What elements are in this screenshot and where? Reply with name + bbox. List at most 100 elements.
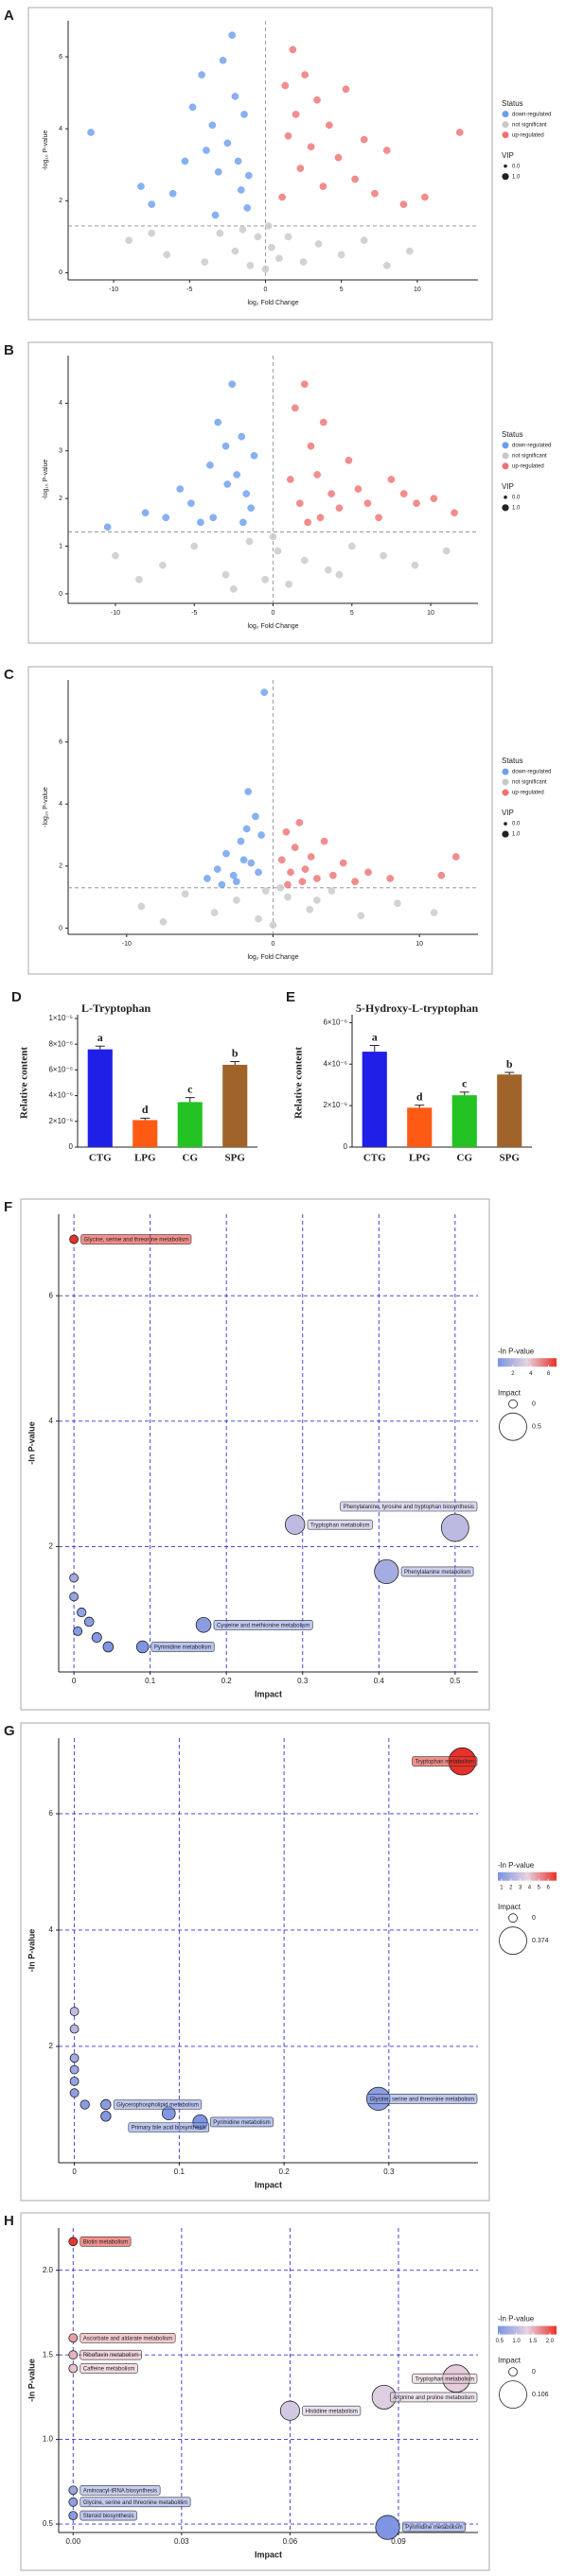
size-label: 0.374 [532, 1938, 549, 1944]
colorbar [498, 1871, 557, 1881]
point [213, 865, 221, 873]
colorbar-tick-label: 2 [511, 1371, 515, 1377]
point [382, 147, 391, 154]
significance-letter: a [372, 1030, 378, 1043]
label-box [412, 2373, 478, 2384]
y-axis-label: Relative content [293, 1047, 305, 1119]
label-box [340, 1501, 478, 1512]
legend-title: Status [502, 757, 523, 765]
bubble [77, 1607, 87, 1618]
point [399, 490, 408, 497]
bubble [195, 1616, 212, 1633]
legend-swatch [502, 778, 509, 786]
y-tick-label: 4 [49, 1417, 54, 1425]
point [238, 432, 245, 441]
point [141, 509, 150, 517]
pathway-label: Glycine, serine and threonine metabolism [370, 2097, 474, 2102]
point [233, 896, 240, 904]
pathway-label: Cysteine and methionine metabolism [217, 1623, 310, 1628]
bubble [68, 2511, 79, 2521]
x-tick-label: 0.3 [297, 1677, 309, 1685]
point [354, 485, 363, 493]
point [296, 165, 305, 172]
point [375, 513, 382, 522]
point [137, 183, 145, 190]
y-tick-label: 0 [59, 591, 62, 598]
point [299, 258, 308, 266]
pathway-label: Biotin metabolism [83, 2239, 128, 2245]
legend-swatch [502, 121, 509, 129]
size-label: 0.106 [532, 2392, 549, 2398]
point [243, 204, 252, 212]
point [242, 825, 251, 833]
pathway-label: Histidine metabolism [306, 2409, 358, 2414]
point [255, 914, 262, 923]
colorbar-tick-label: 4 [529, 1371, 533, 1377]
size-swatch [502, 504, 509, 512]
y-tick-label: 1×10⁻⁵ [48, 1014, 73, 1022]
y-tick-label: 6×10⁻⁶ [48, 1066, 73, 1074]
significance-letter: d [142, 1103, 149, 1116]
point [247, 859, 256, 867]
point [228, 31, 236, 40]
point [351, 175, 359, 183]
point [351, 878, 359, 886]
point [223, 480, 232, 488]
bubble [279, 2400, 300, 2421]
size-swatch [508, 1913, 518, 1923]
point [387, 476, 396, 483]
bubble [284, 1514, 306, 1535]
size-label: 0 [532, 1915, 536, 1922]
x-tick-label: 0 [272, 941, 275, 948]
point [301, 380, 309, 389]
point [276, 883, 285, 892]
significance-letter: b [506, 1057, 513, 1070]
size-legend-title: Impact [498, 2357, 522, 2365]
point [181, 157, 189, 165]
point [260, 688, 269, 696]
panel-frame [27, 7, 493, 321]
point [313, 875, 321, 882]
point [292, 111, 300, 118]
point [261, 576, 269, 583]
point [442, 547, 451, 555]
pathway-label: Caffeine metabolism [83, 2367, 135, 2373]
y-tick-label: 6 [59, 54, 62, 61]
point [284, 233, 292, 241]
x-tick-label: CG [457, 1153, 473, 1164]
x-tick-label: 5 [350, 610, 354, 617]
y-tick-label: 2×10⁻⁶ [48, 1117, 73, 1125]
pathway-label: Tryptophan metabolism [310, 1523, 369, 1528]
point [244, 788, 253, 795]
y-axis-label: -ln P-value [27, 1929, 36, 1973]
bubble [69, 1234, 80, 1244]
point [284, 880, 292, 889]
point [255, 868, 262, 877]
y-axis-label: Relative content [19, 1047, 30, 1119]
y-tick-label: 4 [59, 400, 62, 407]
point [221, 442, 230, 450]
legend-swatch [502, 452, 509, 460]
size-label: 1.0 [512, 505, 521, 511]
point [360, 236, 368, 244]
point [275, 254, 283, 262]
x-axis-label: log₂ Fold Change [247, 623, 298, 630]
x-tick-label: 0.5 [450, 1677, 461, 1685]
size-swatch [504, 496, 507, 499]
pathway-label: Aminoacyl-tRNA biosynthesis [83, 2488, 157, 2494]
label-box [366, 2094, 478, 2104]
y-tick-label: 1 [59, 543, 62, 549]
colorbar-tick-label: 2 [509, 1885, 513, 1890]
y-tick-label: 0 [69, 1142, 74, 1151]
point [103, 523, 112, 531]
bubble [100, 2111, 112, 2122]
point [208, 121, 217, 130]
bubble [69, 2088, 80, 2098]
y-tick-label: 6 [49, 1291, 54, 1299]
x-axis-label: Impact [255, 2550, 282, 2559]
x-tick-label: 5 [340, 287, 344, 293]
x-tick-label: 0.06 [283, 2537, 298, 2546]
bar [87, 1049, 113, 1147]
point [382, 261, 391, 270]
point [237, 837, 245, 845]
